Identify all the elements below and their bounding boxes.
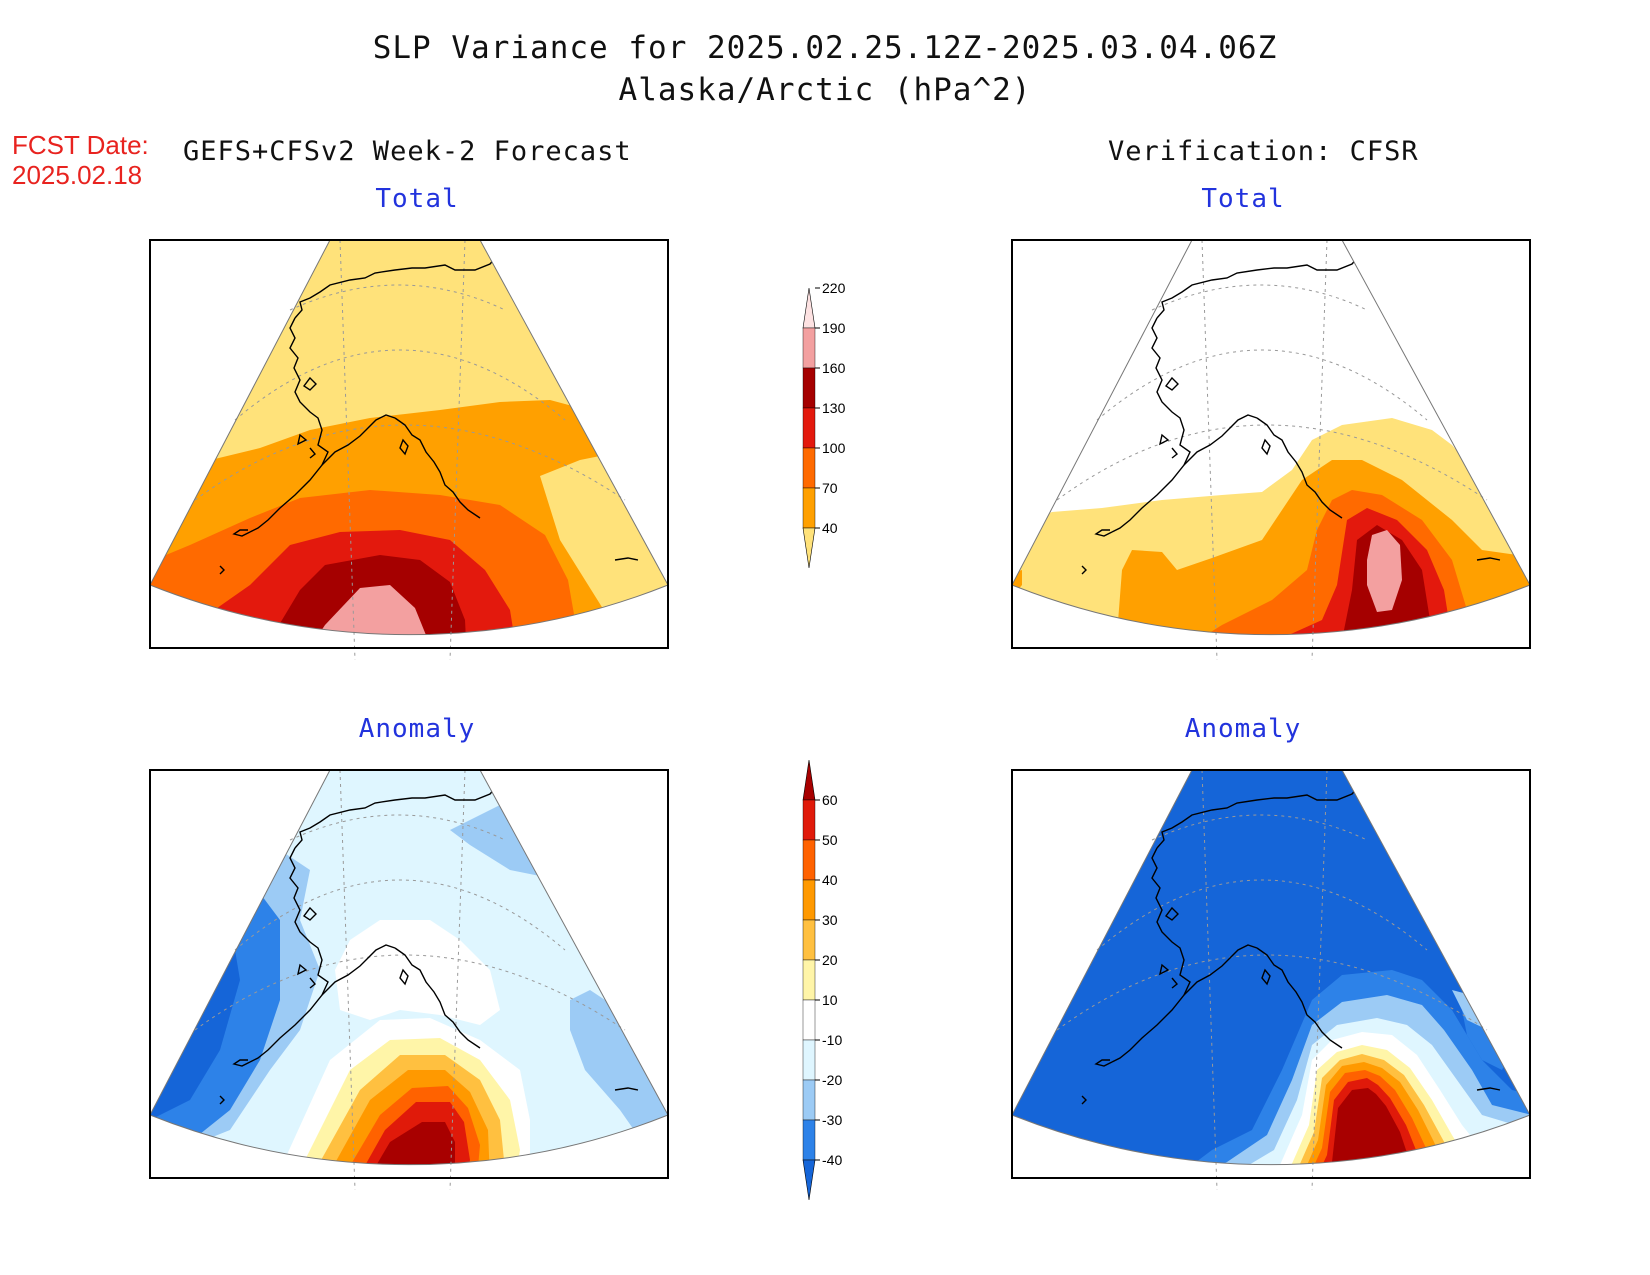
anomaly-colorbar-tick-label: -10: [822, 1032, 842, 1048]
anomaly-colorbar-swatch: [802, 919, 816, 961]
verification-header: Verification: CFSR: [1108, 136, 1419, 167]
anomaly-colorbar-tick-label: 40: [822, 872, 838, 888]
total-colorbar-swatch: [802, 327, 816, 369]
anomaly-colorbar-tick-label: 50: [822, 832, 838, 848]
verification-anomaly-title: Anomaly: [1184, 714, 1302, 744]
total-colorbar-tick-label: 130: [822, 400, 846, 416]
total-colorbar-tick-label: 190: [822, 320, 846, 336]
anomaly-colorbar-swatch: [802, 1079, 816, 1121]
main-title-line1: SLP Variance for 2025.02.25.12Z-2025.03.…: [372, 30, 1278, 66]
forecast-total-title: Total: [375, 184, 459, 214]
anomaly-colorbar-tick-label: -30: [822, 1112, 842, 1128]
anomaly-colorbar-tick-label: 10: [822, 992, 838, 1008]
anomaly-colorbar-swatch: [802, 799, 816, 841]
anomaly-colorbar-swatch: [802, 1039, 816, 1081]
anomaly-colorbar-top-triangle: [802, 759, 816, 801]
main-title-line2: Alaska/Arctic (hPa^2): [618, 72, 1032, 108]
forecast-date-value: 2025.02.18: [12, 160, 143, 190]
total-colorbar-tick-label: 70: [822, 480, 838, 496]
total-colorbar-swatch: [802, 367, 816, 409]
verification-total-title: Total: [1201, 184, 1285, 214]
total-colorbar-tick-label: 220: [822, 280, 846, 296]
anomaly-colorbar-tick-label: -40: [822, 1152, 842, 1168]
total-colorbar-tick-label: 100: [822, 440, 846, 456]
anomaly-colorbar-tick-label: -20: [822, 1072, 842, 1088]
forecast-total-map: [149, 239, 669, 661]
forecast-anomaly-map: [149, 769, 669, 1191]
forecast-anomaly-title: Anomaly: [358, 714, 476, 744]
forecast-header: GEFS+CFSv2 Week-2 Forecast: [183, 136, 632, 167]
anomaly-colorbar-bottom-triangle: [802, 1159, 816, 1201]
verification-anomaly-map: [1011, 769, 1531, 1191]
total-colorbar-tick-label: 40: [822, 520, 838, 536]
total-colorbar-top-triangle: [802, 287, 816, 329]
anomaly-colorbar-tick-label: 20: [822, 952, 838, 968]
anomaly-colorbar-swatch: [802, 959, 816, 1001]
anomaly-colorbar: -40 -30 -20 -10 10 20 30 40 50 60: [802, 759, 842, 1201]
total-colorbar-swatch: [802, 487, 816, 529]
total-colorbar-swatch: [802, 447, 816, 489]
anomaly-colorbar-tick-label: 60: [822, 792, 838, 808]
total-colorbar-tick-label: 160: [822, 360, 846, 376]
forecast-date-label: FCST Date:: [12, 130, 149, 160]
anomaly-colorbar-swatch: [802, 839, 816, 881]
total-colorbar: 40 70 100 130 160 190 220: [802, 280, 846, 569]
verification-total-map: [1011, 239, 1531, 661]
total-colorbar-bottom-triangle: [802, 527, 816, 569]
anomaly-colorbar-swatch: [802, 1119, 816, 1161]
anomaly-colorbar-swatch: [802, 999, 816, 1041]
anomaly-colorbar-swatch: [802, 879, 816, 921]
anomaly-colorbar-tick-label: 30: [822, 912, 838, 928]
total-colorbar-swatch: [802, 407, 816, 449]
